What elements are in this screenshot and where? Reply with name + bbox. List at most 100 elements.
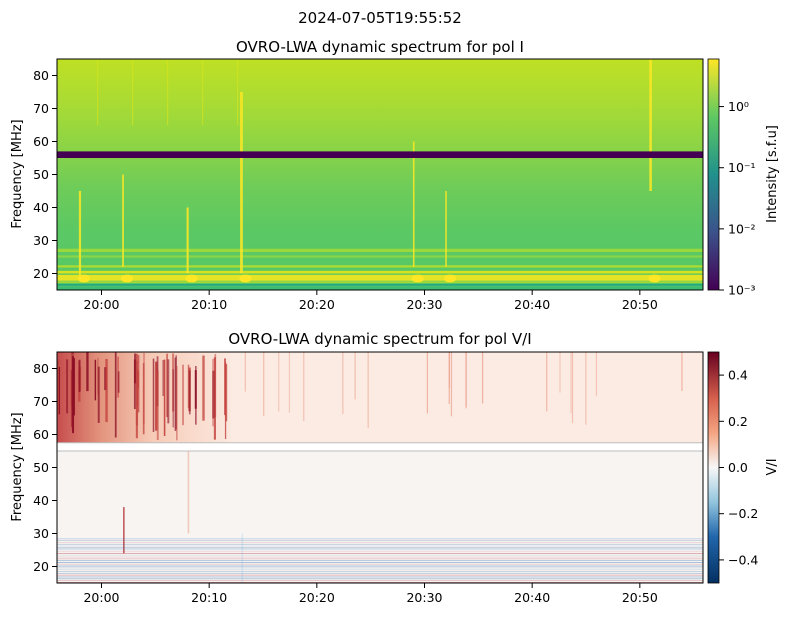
x-tick-label: 20:40 [514,297,550,312]
polarized-streak [278,352,280,412]
noise-line [57,540,703,542]
polarized-streak [426,352,428,414]
polarized-streak [448,352,450,405]
x-tick-label: 20:20 [299,297,335,312]
polarized-streak [450,352,453,417]
noise-line [57,543,703,545]
y-tick-label: 20 [33,559,49,574]
noise-line [57,549,703,551]
polarized-streak [263,352,265,417]
frequency-band-strip [57,274,703,281]
polarized-streak [133,359,136,410]
polarized-streak [97,366,100,423]
noise-line [57,538,703,540]
colorbar-ticks: 0.4 0.2 0.0 −0.2 −0.4 [719,368,758,567]
x-tick-label: 20:10 [191,297,227,312]
polarized-streak [342,352,344,414]
y-tick-label: 80 [33,361,49,376]
noise-line [57,572,703,574]
noise-line [57,578,703,580]
colorbar-gradient [707,58,720,291]
x-tick-label: 20:20 [299,590,335,605]
polarized-streak [175,355,177,430]
y-tick-label: 60 [33,427,49,442]
x-axis-ticks: 20:00 20:10 20:20 20:30 20:40 20:50 [83,583,658,605]
burst-streak [167,59,169,125]
x-tick-label: 20:30 [406,590,442,605]
colorbar-tick-label: 10⁻² [728,221,756,236]
noise-line [57,551,703,552]
polarized-streak [156,370,159,440]
burst-streak [445,191,447,267]
colorbar-label: Intensity [s.f.u] [765,125,780,223]
noise-line [57,562,703,563]
noise-line [57,554,703,556]
noise-line [57,542,703,543]
burst-streak [649,59,652,191]
frequency-band-strip [57,270,703,274]
polarized-streak [152,358,155,432]
x-tick-label: 20:00 [83,297,119,312]
polarized-streak [195,366,197,425]
polarized-streak [167,359,170,424]
burst-streak [240,92,243,274]
polarized-streak [212,358,214,427]
polarized-streak [174,357,177,431]
panel-title: OVRO-LWA dynamic spectrum for pol V/I [228,330,531,348]
colorbar-tick-label: 0.2 [728,414,748,429]
y-axis-ticks: 20 30 40 50 60 70 80 [33,68,57,281]
x-tick-label: 20:10 [191,590,227,605]
burst-streak [132,59,134,125]
radio-bursts [77,59,661,283]
y-tick-label: 50 [33,167,49,182]
polarized-streak [114,352,117,438]
polarized-streak [162,359,164,397]
y-axis-ticks: 20 30 40 50 60 70 80 [33,361,57,574]
noise-line [57,558,703,560]
noise-line [57,567,703,569]
burst-streak [97,59,99,125]
x-tick-label: 20:00 [83,590,119,605]
figure-suptitle: 2024-07-05T19:55:52 [298,9,462,27]
flagged-band-edges [57,442,703,452]
polarized-streak [202,355,205,421]
polarized-streak [570,352,572,414]
burst-streak [122,174,124,267]
frequency-band-strip [57,255,703,258]
burst-streak [237,59,239,125]
polarized-streak [241,533,244,583]
polarized-streak [58,366,61,415]
y-axis-label: Frequency [MHz] [10,119,25,228]
noise-line [57,560,703,562]
y-tick-label: 70 [33,394,49,409]
polarized-streak [176,366,178,441]
noise-line [57,565,703,567]
noise-line [57,563,703,565]
polarized-streak [225,364,228,422]
colorbar-tick-label: −0.4 [728,552,758,567]
y-tick-label: 70 [33,101,49,116]
polarized-streak [172,369,174,428]
burst-footpoint [411,274,424,283]
x-tick-label: 20:40 [514,590,550,605]
colorbar-tick-label: 0.0 [728,460,748,475]
polarized-streak [303,352,305,422]
noise-line [57,552,703,554]
heatmap-image [57,352,703,583]
polarized-streak [546,352,548,412]
polarized-streak [134,353,137,384]
noise-line [57,569,703,571]
burst-footpoint [185,274,198,283]
burst-footpoint [239,274,252,283]
noise-line [57,545,703,547]
x-tick-label: 20:50 [622,590,658,605]
polarized-streak [354,352,356,400]
polarized-streak [86,352,89,392]
low-frequency-noise-band [57,538,703,583]
polarized-streak [66,359,69,414]
y-tick-label: 40 [33,493,49,508]
noise-line [57,556,703,558]
burst-streak [186,207,189,274]
y-tick-label: 50 [33,460,49,475]
y-tick-label: 30 [33,233,49,248]
